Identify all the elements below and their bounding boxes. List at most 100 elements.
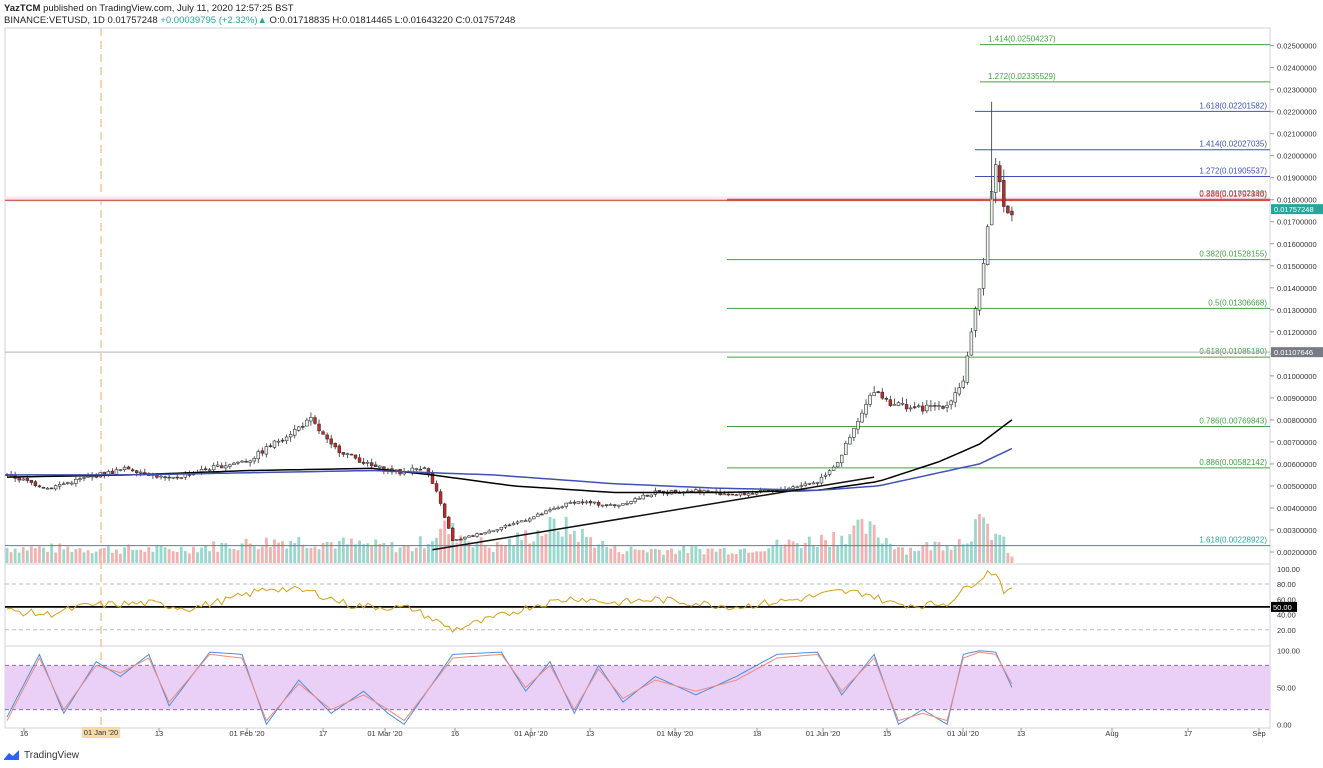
- brand-label: TradingView: [24, 749, 80, 761]
- candle-down: [888, 399, 893, 406]
- y-tick-label: 0.00500000: [1277, 482, 1317, 491]
- x-tick-label: Sep: [1252, 729, 1265, 738]
- volume-bar: [483, 545, 487, 563]
- candle-down: [613, 504, 617, 507]
- volume-bar: [787, 539, 791, 563]
- volume-bar: [50, 543, 54, 563]
- volume-bar: [832, 531, 836, 563]
- moving-average-line: [6, 419, 1013, 494]
- volume-bar: [244, 538, 248, 563]
- x-tick-label: 16: [20, 729, 28, 738]
- candle-down: [605, 504, 609, 506]
- volume-bar: [264, 537, 268, 563]
- volume-bar: [289, 541, 293, 563]
- price-badge: [1271, 347, 1323, 358]
- candle-down: [268, 445, 273, 447]
- candle-down: [596, 502, 601, 506]
- plot-frame: [4, 27, 1271, 729]
- volume-bar: [657, 549, 661, 563]
- volume-bar: [127, 544, 131, 563]
- volume-bar: [645, 552, 649, 563]
- candle-down: [167, 476, 171, 479]
- candle-down: [49, 487, 54, 490]
- price-badge: [1271, 204, 1323, 215]
- volume-bar: [621, 554, 625, 563]
- volume-bar: [978, 514, 981, 563]
- volume-bar: [90, 553, 94, 563]
- candle-down: [25, 478, 30, 481]
- volume-bar: [633, 549, 637, 563]
- volume-bar: [828, 546, 832, 563]
- candle-up: [224, 465, 228, 469]
- volume-bar: [852, 525, 856, 563]
- candle-up: [734, 494, 739, 497]
- volume-bar: [252, 546, 256, 563]
- low-value: 0.01643220: [402, 15, 453, 26]
- candle-up: [179, 477, 183, 479]
- candle-up: [896, 402, 901, 406]
- volume-bar: [443, 520, 447, 563]
- volume-bar: [564, 516, 568, 563]
- y-tick-label: 0.00600000: [1277, 460, 1317, 469]
- candle-down: [588, 501, 593, 504]
- volume-bar: [293, 543, 297, 563]
- candle-up: [463, 536, 467, 540]
- candle-up: [82, 477, 86, 479]
- candle-up: [892, 403, 897, 406]
- candle-up: [491, 530, 495, 533]
- volume-bar: [110, 552, 114, 563]
- y-tick-label: 0.02500000: [1277, 42, 1317, 51]
- volume-bar: [70, 552, 74, 563]
- fib-label: 0.786(0.00769843): [1199, 417, 1267, 426]
- rsi-tick-label: 40.00: [1277, 611, 1296, 620]
- volume-bar: [422, 548, 426, 563]
- candle-down: [459, 538, 463, 541]
- volume-bar: [974, 519, 977, 563]
- y-tick-label: 0.01200000: [1277, 328, 1317, 337]
- volume-bar: [674, 553, 678, 563]
- rsi-badge: [1271, 601, 1297, 612]
- candle-up: [114, 469, 119, 475]
- candle-down: [572, 501, 577, 504]
- volume-bar: [678, 550, 682, 563]
- fib-label: 1.618(0.02201582): [1199, 101, 1267, 110]
- candle-down: [540, 513, 544, 516]
- volume-bar: [816, 546, 819, 563]
- fib-label: 0.618(0.01085180): [1199, 347, 1267, 356]
- fib-label: 0.886(0.00582142): [1199, 458, 1267, 467]
- rsi-tick-label: 20.00: [1277, 626, 1296, 635]
- volume-bar: [702, 554, 706, 563]
- volume-bar: [463, 538, 467, 563]
- candle-down: [17, 477, 21, 481]
- volume-bar: [791, 541, 795, 563]
- candle-up: [823, 474, 828, 477]
- volume-bar: [491, 551, 495, 563]
- volume-bar: [734, 554, 738, 563]
- y-tick-label: 0.00300000: [1277, 526, 1317, 535]
- x-tick-label: 18: [753, 729, 761, 738]
- candle-up: [455, 539, 459, 541]
- candle-up: [552, 508, 556, 511]
- volume-bar: [382, 542, 386, 563]
- candle-up: [791, 486, 795, 489]
- candle-up: [584, 501, 589, 504]
- volume-bar: [29, 546, 33, 563]
- volume-bar: [945, 545, 949, 563]
- volume-bar: [718, 548, 722, 563]
- candle-up: [900, 402, 905, 405]
- volume-bar: [706, 548, 710, 563]
- volume-bar: [366, 543, 370, 563]
- candle-down: [33, 481, 38, 486]
- rsi-tick-label: 80.00: [1277, 580, 1296, 589]
- volume-bar: [390, 541, 394, 563]
- volume-bar: [21, 547, 25, 563]
- volume-bar: [982, 517, 985, 563]
- volume-bar: [917, 550, 921, 563]
- volume-bar: [309, 548, 313, 563]
- volume-bar: [953, 545, 957, 563]
- volume-bar: [613, 545, 617, 563]
- volume-bar: [354, 544, 357, 563]
- candle-up: [807, 483, 812, 485]
- candle-up: [548, 509, 552, 512]
